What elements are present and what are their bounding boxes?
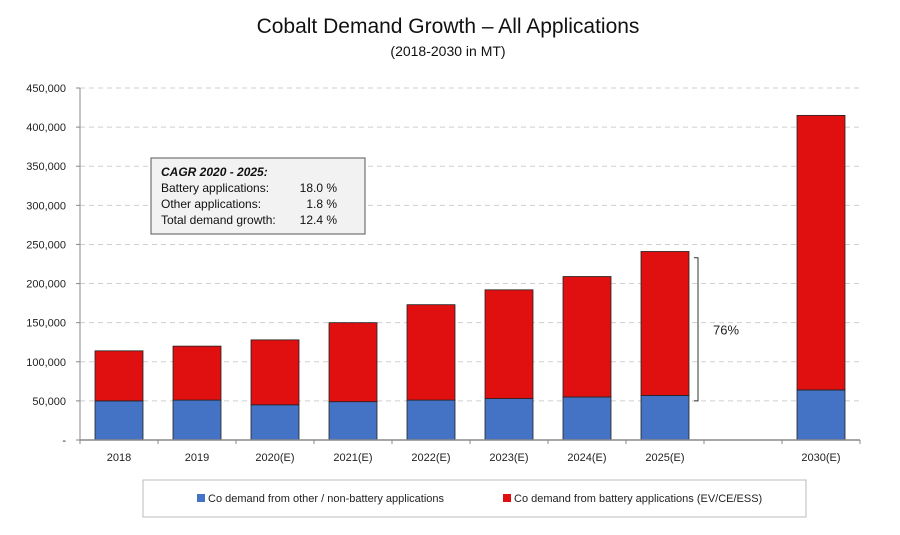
bars [94,114,846,441]
legend-label: Co demand from other / non-battery appli… [208,493,445,505]
chart-subtitle: (2018-2030 in MT) [390,43,505,59]
bar-segment [172,345,222,401]
growth-label: 76% [713,322,739,337]
bar-segment [484,289,534,399]
x-tick-label: 2019 [185,452,209,464]
legend: Co demand from other / non-battery appli… [142,479,807,518]
growth-bracket [694,257,699,402]
cagr-row-value: 12.4 % [300,213,338,227]
bar-segment [406,399,456,441]
bar-segment [328,322,378,403]
cagr-row-label: Total demand growth: [161,213,276,227]
legend-frame [142,479,807,518]
y-tick-label: 150,000 [26,318,66,330]
legend-swatch [503,494,511,502]
cagr-row-value: 18.0 % [300,181,338,195]
y-tick-label: 50,000 [32,396,66,408]
bar-segment [562,276,612,398]
cagr-row-label: Battery applications: [161,181,269,195]
y-tick-label: 200,000 [26,279,66,291]
bar-segment [796,114,846,391]
x-axis: 2018 2019 2020(E) 2021(E) 2022(E) 2023(E) 2024… [79,439,861,464]
x-tick-label: 2020(E) [255,452,294,464]
legend-swatch [197,494,205,502]
bar-segment [328,401,378,441]
y-tick-label: 250,000 [26,239,66,251]
bar-segment [562,396,612,441]
y-tick-label: 450,000 [26,83,66,95]
bar-segment [250,404,300,441]
cagr-note-box: CAGR 2020 - 2025: Battery applications: … [150,157,366,235]
x-tick-label: 2030(E) [801,452,840,464]
x-tick-label: 2023(E) [489,452,528,464]
y-tick-label: 300,000 [26,200,66,212]
x-tick-label: 2024(E) [567,452,606,464]
x-tick-label: 2022(E) [411,452,450,464]
bar-segment [484,398,534,441]
growth-annotation: 76% [694,257,739,402]
cagr-note-heading: CAGR 2020 - 2025: [161,165,268,179]
x-tick-label: 2018 [107,452,131,464]
y-tick-label: 100,000 [26,357,66,369]
bar-segment [406,304,456,401]
bar-segment [640,395,690,441]
bar-segment [796,389,846,441]
bar-segment [94,400,144,441]
y-tick-label: 400,000 [26,122,66,134]
x-tick-label: 2021(E) [333,452,372,464]
chart-title: Cobalt Demand Growth – All Applications [257,15,640,38]
bar-segment [250,339,300,406]
cagr-note-frame [150,157,366,235]
bar-segment [94,350,144,402]
cagr-row-value: 1.8 % [306,197,337,211]
cagr-row-label: Other applications: [161,197,261,211]
y-tick-label: - [62,435,66,447]
bar-segment [172,399,222,441]
x-tick-label: 2025(E) [645,452,684,464]
legend-label: Co demand from battery applications (EV/… [514,493,762,505]
bar-segment [640,251,690,396]
y-tick-label: 350,000 [26,161,66,173]
y-axis: - 50,000 100,000 150,000 200,000 250,000 300,0… [26,83,81,447]
